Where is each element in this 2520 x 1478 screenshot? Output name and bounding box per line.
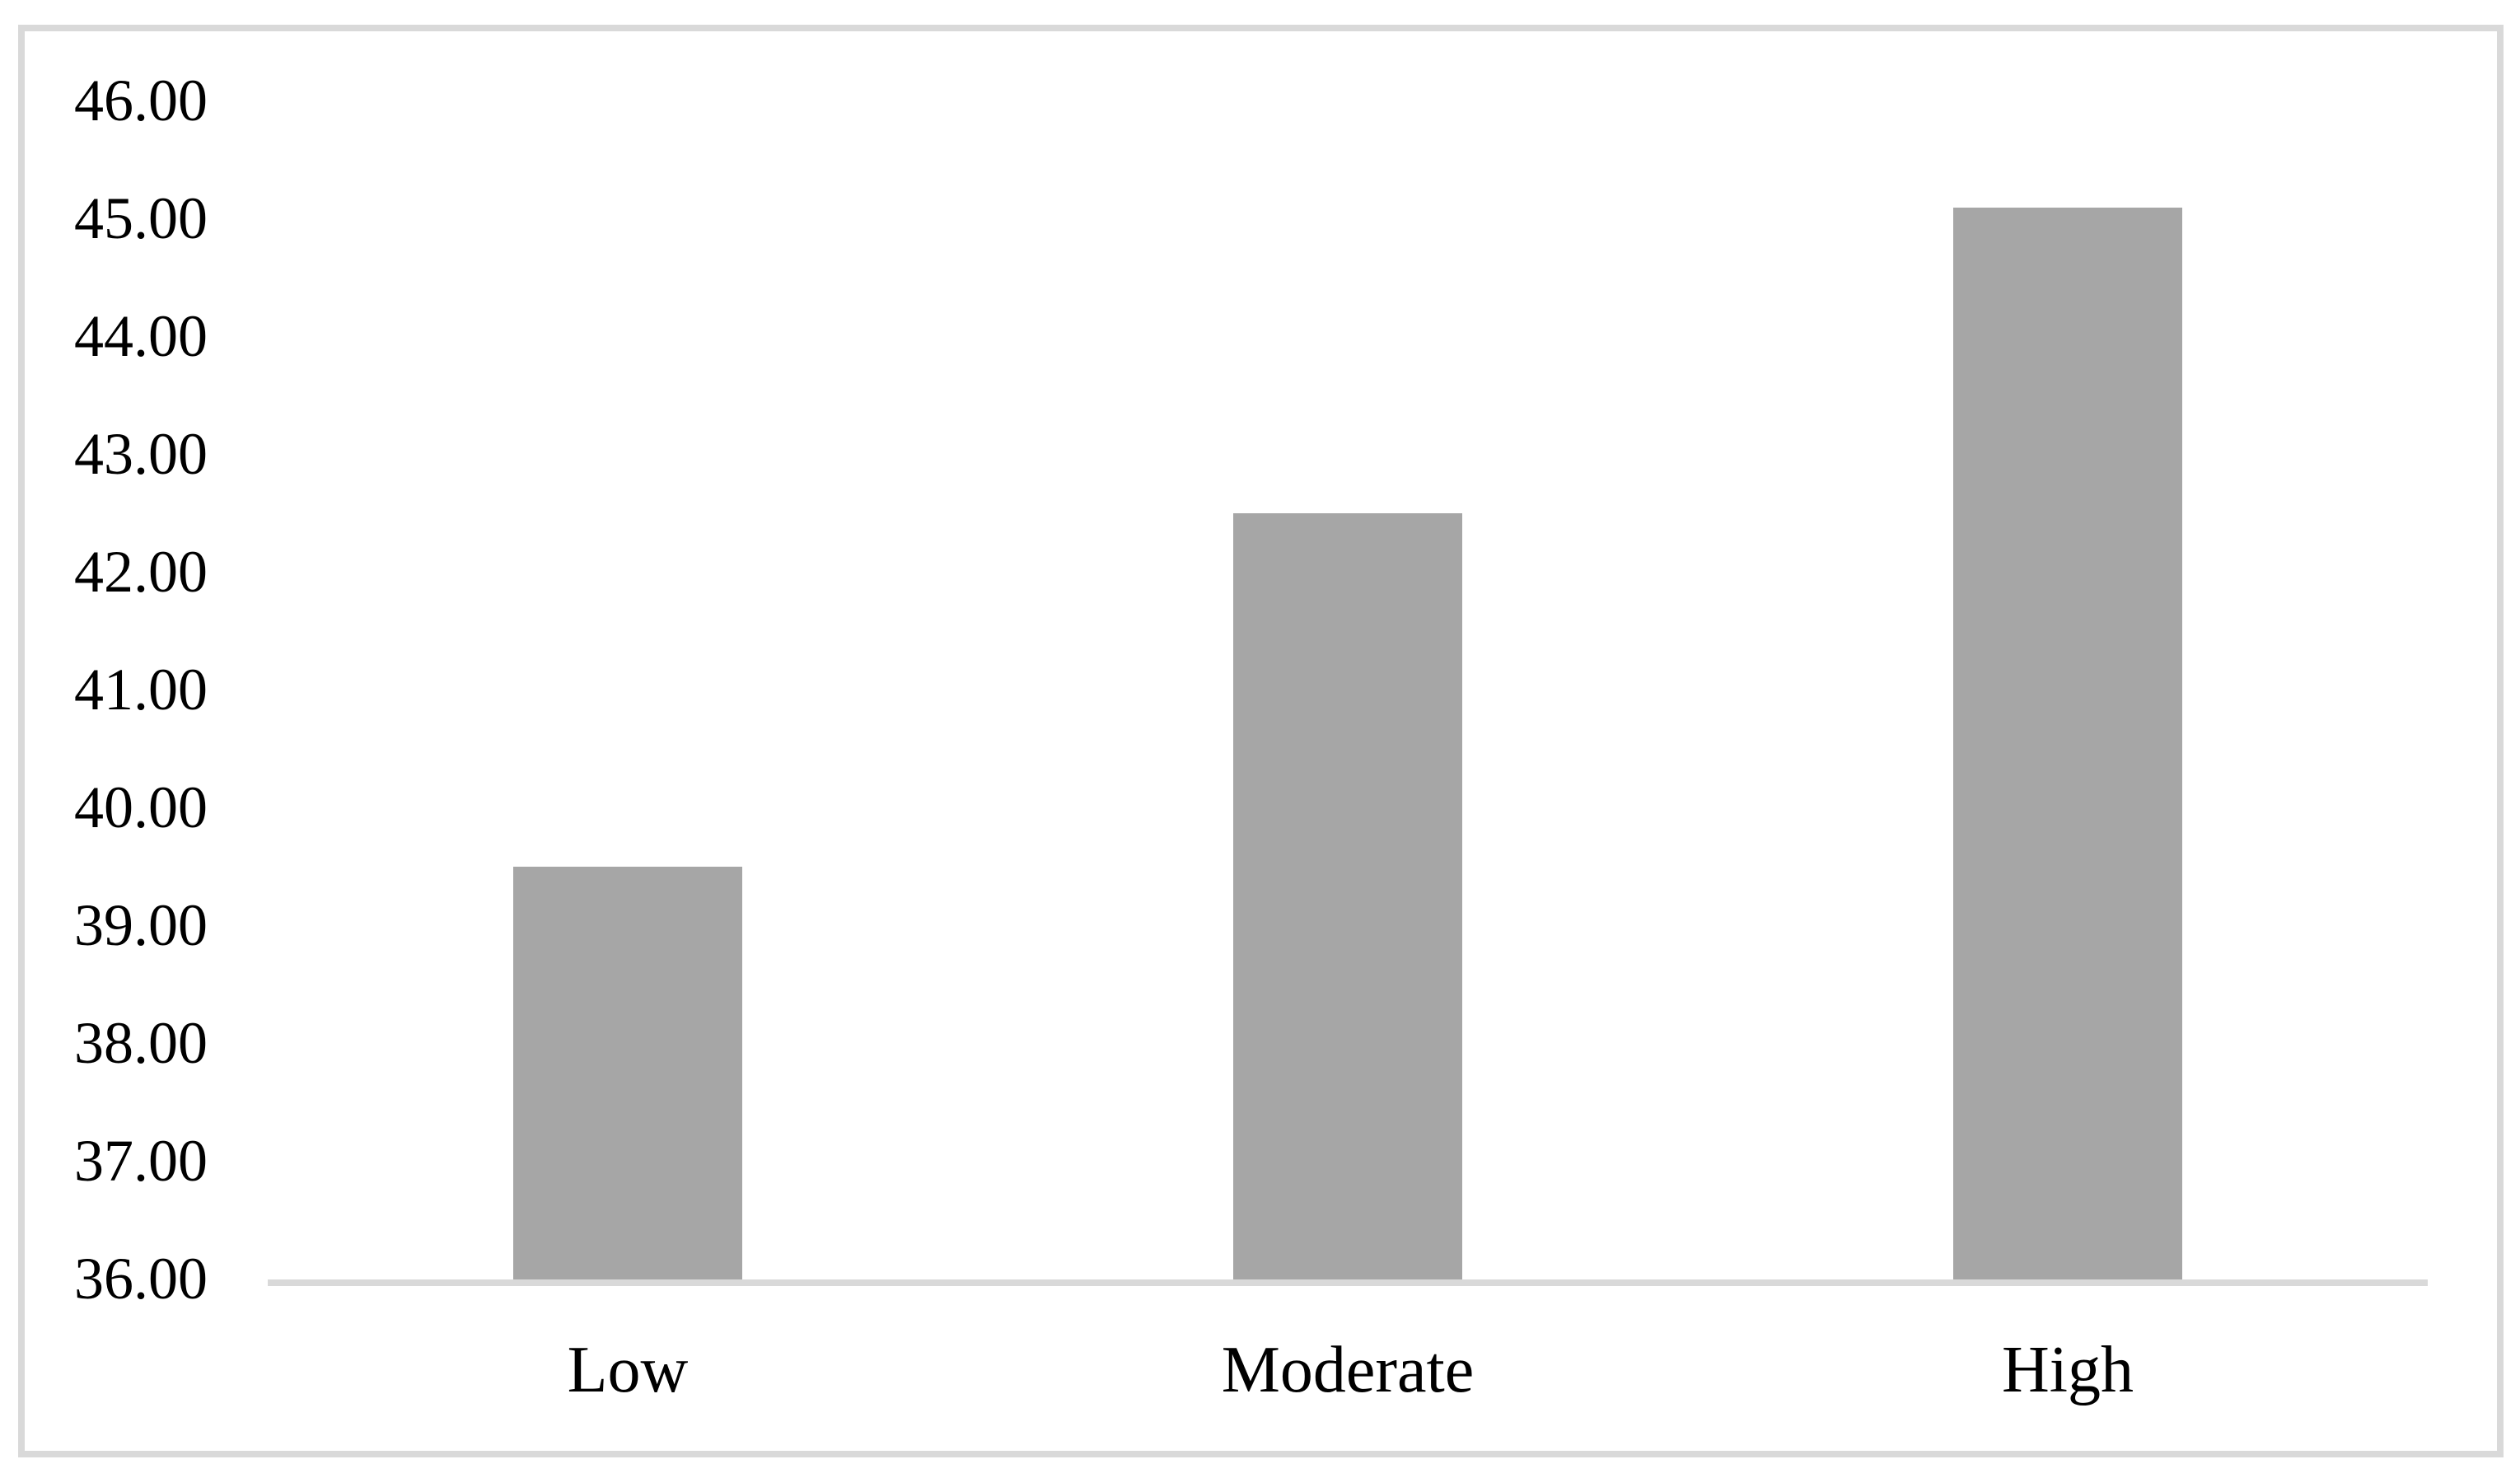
chart-frame: 46.00 45.00 44.00 43.00 42.00 41.00 40.00 39.00… [18,25,2504,1457]
bar-high [1953,208,2182,1279]
y-tick-label: 42.00 [74,539,208,605]
y-tick-label: 39.00 [74,892,208,958]
y-tick-label: 43.00 [74,421,208,487]
y-tick-label: 41.00 [74,657,208,723]
y-tick-label: 38.00 [74,1010,208,1076]
y-tick-label: 44.00 [74,303,208,369]
y-tick-label: 40.00 [74,774,208,840]
y-tick-label: 37.00 [74,1128,208,1194]
x-category-label-moderate: Moderate [1221,1334,1475,1406]
bar-moderate [1233,513,1462,1279]
x-axis-line [268,1279,2428,1286]
plot-area: 46.00 45.00 44.00 43.00 42.00 41.00 40.00 39.00… [25,31,2497,1451]
x-category-label-high: High [2002,1334,2134,1406]
x-category-label-low: Low [567,1334,689,1406]
y-tick-label: 36.00 [74,1246,208,1312]
y-tick-label: 46.00 [74,68,208,133]
y-tick-label: 45.00 [74,185,208,251]
bar-low [513,867,742,1279]
